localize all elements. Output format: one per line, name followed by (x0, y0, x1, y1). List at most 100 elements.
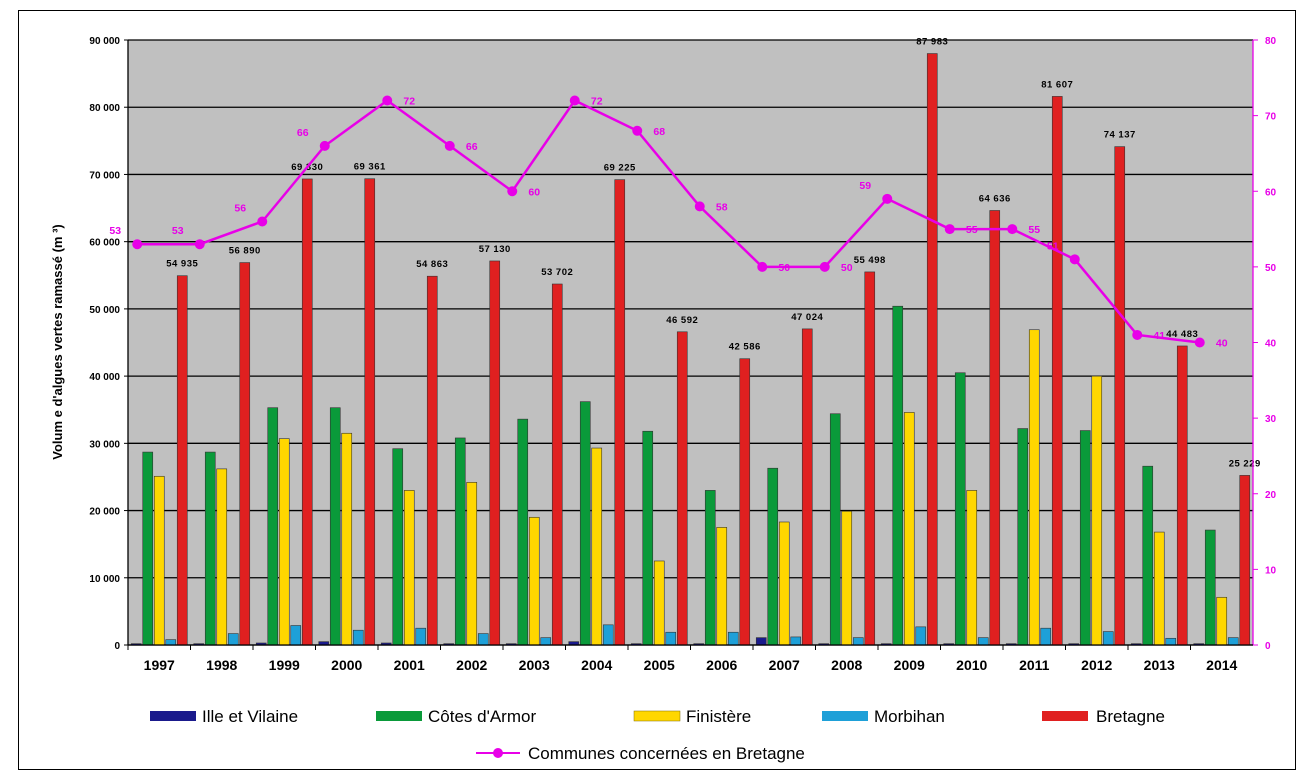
bar-finist-re (1153, 531, 1165, 646)
y-tick-label: 80 000 (89, 103, 120, 114)
x-tick-label: 1999 (269, 657, 300, 673)
bar-data-label: 46 592 (666, 315, 698, 326)
bar-ille-et-vilaine (755, 637, 767, 646)
communes-point (507, 186, 518, 197)
communes-point (694, 201, 705, 212)
bar-c-tes-d-armor (767, 467, 779, 646)
communes-line (137, 98, 1200, 344)
y-tick-label: 50 000 (89, 305, 120, 316)
communes-data-label: 40 (1216, 338, 1228, 350)
x-tick-label: 2012 (1081, 657, 1112, 673)
bar-bretagne (1051, 96, 1063, 646)
communes-data-label: 72 (591, 96, 603, 108)
bar-bretagne (676, 331, 688, 646)
bar-c-tes-d-armor (392, 448, 404, 646)
y2-axis-ticks: 0 10 20 30 40 50 60 70 80 (1252, 36, 1277, 652)
bar-data-label: 25 229 (1229, 458, 1261, 469)
bar-finist-re (1091, 375, 1103, 646)
bar-finist-re (966, 490, 978, 646)
bar-finist-re (341, 432, 353, 646)
bar-finist-re (1216, 596, 1228, 646)
legend: Ille et Vilaine Côtes d'Armor Finistère … (150, 707, 1165, 763)
bar-data-label: 44 483 (1166, 329, 1198, 340)
bar-bretagne (489, 260, 501, 646)
y-tick-label: 40 000 (89, 372, 120, 383)
bar-finist-re (153, 475, 165, 646)
communes-point (194, 239, 205, 250)
communes-data-label: 41 (1153, 330, 1165, 342)
communes-point (382, 95, 393, 106)
y2-tick-label: 20 (1265, 490, 1277, 501)
x-tick-label: 2008 (831, 657, 862, 673)
x-tick-label: 2006 (706, 657, 737, 673)
bar-bretagne (426, 275, 438, 646)
bar-finist-re (716, 527, 728, 646)
bar-data-label: 64 636 (979, 194, 1011, 205)
communes-point (819, 261, 830, 272)
bar-c-tes-d-armor (1079, 430, 1091, 646)
bar-morbihan (165, 639, 177, 646)
bar-morbihan (1227, 637, 1239, 646)
bar-finist-re (466, 482, 478, 646)
bar-c-tes-d-armor (642, 430, 654, 646)
communes-data-label: 56 (234, 203, 246, 215)
x-axis-ticks: 1997 1998 1999 2000 2001 2002 2003 2004 2005 2006… (127, 644, 1253, 673)
x-tick-label: 2002 (456, 657, 487, 673)
communes-point (257, 216, 268, 227)
x-tick-label: 2005 (644, 657, 675, 673)
legend-item-morbihan: Morbihan (822, 707, 945, 726)
bar-bretagne (864, 271, 876, 646)
y-axis-ticks: 0 10 000 20 000 30 000 40 000 50 000 60 000 70 … (89, 36, 129, 652)
bar-c-tes-d-armor (579, 401, 591, 646)
line-series: 53 53 56 66 72 66 60 72 68 58 50 50 59 55 55 51 41 40 (109, 95, 1228, 350)
bar-c-tes-d-armor (954, 372, 966, 646)
legend-label-finistere: Finistère (686, 707, 751, 726)
legend-swatch-ille-et-vilaine (150, 711, 196, 721)
bar-c-tes-d-armor (1204, 529, 1216, 646)
plot-area (127, 39, 1254, 646)
communes-point (444, 140, 455, 151)
bar-bretagne (364, 178, 376, 646)
y-tick-label: 30 000 (89, 439, 120, 450)
x-tick-label: 2001 (394, 657, 425, 673)
communes-data-label: 66 (466, 141, 478, 153)
communes-point (882, 193, 893, 204)
x-tick-label: 2010 (956, 657, 987, 673)
bar-morbihan (477, 633, 489, 646)
y-tick-label: 70 000 (89, 170, 120, 181)
bar-morbihan (540, 637, 552, 646)
bar-finist-re (591, 447, 603, 646)
bar-finist-re (903, 412, 915, 646)
y-axis-label: Volum e d'algues vertes ramassé (m ³) (50, 224, 65, 460)
bar-bretagne (989, 210, 1001, 646)
bar-data-label: 69 225 (604, 163, 636, 174)
y-tick-label: 60 000 (89, 238, 120, 249)
legend-item-communes: Communes concernées en Bretagne (476, 744, 805, 763)
bar-bretagne (614, 179, 626, 646)
legend-item-ille-et-vilaine: Ille et Vilaine (150, 707, 298, 726)
y-tick-label: 0 (114, 641, 120, 652)
communes-point (1069, 254, 1080, 265)
y2-tick-label: 50 (1265, 263, 1277, 274)
communes-data-label: 55 (1028, 224, 1040, 236)
communes-point (632, 125, 643, 136)
bar-bretagne (176, 275, 188, 646)
bar-morbihan (1102, 631, 1114, 646)
legend-swatch-cotes-d-armor (376, 711, 422, 721)
bar-bretagne (1114, 146, 1126, 646)
legend-swatch-finistere (633, 710, 681, 722)
legend-label-ille-et-vilaine: Ille et Vilaine (202, 707, 298, 726)
bar-c-tes-d-armor (329, 407, 341, 646)
bar-c-tes-d-armor (892, 305, 904, 646)
x-tick-label: 1998 (206, 657, 237, 673)
x-tick-label: 2013 (1144, 657, 1175, 673)
bar-morbihan (915, 626, 927, 646)
bar-finist-re (403, 490, 415, 646)
grid-lines (128, 39, 1253, 646)
bar-morbihan (790, 636, 802, 646)
bar-data-label: 56 890 (229, 246, 261, 257)
bar-data-label: 74 137 (1104, 130, 1136, 141)
bar-c-tes-d-armor (517, 418, 529, 646)
communes-data-label: 68 (653, 126, 665, 138)
